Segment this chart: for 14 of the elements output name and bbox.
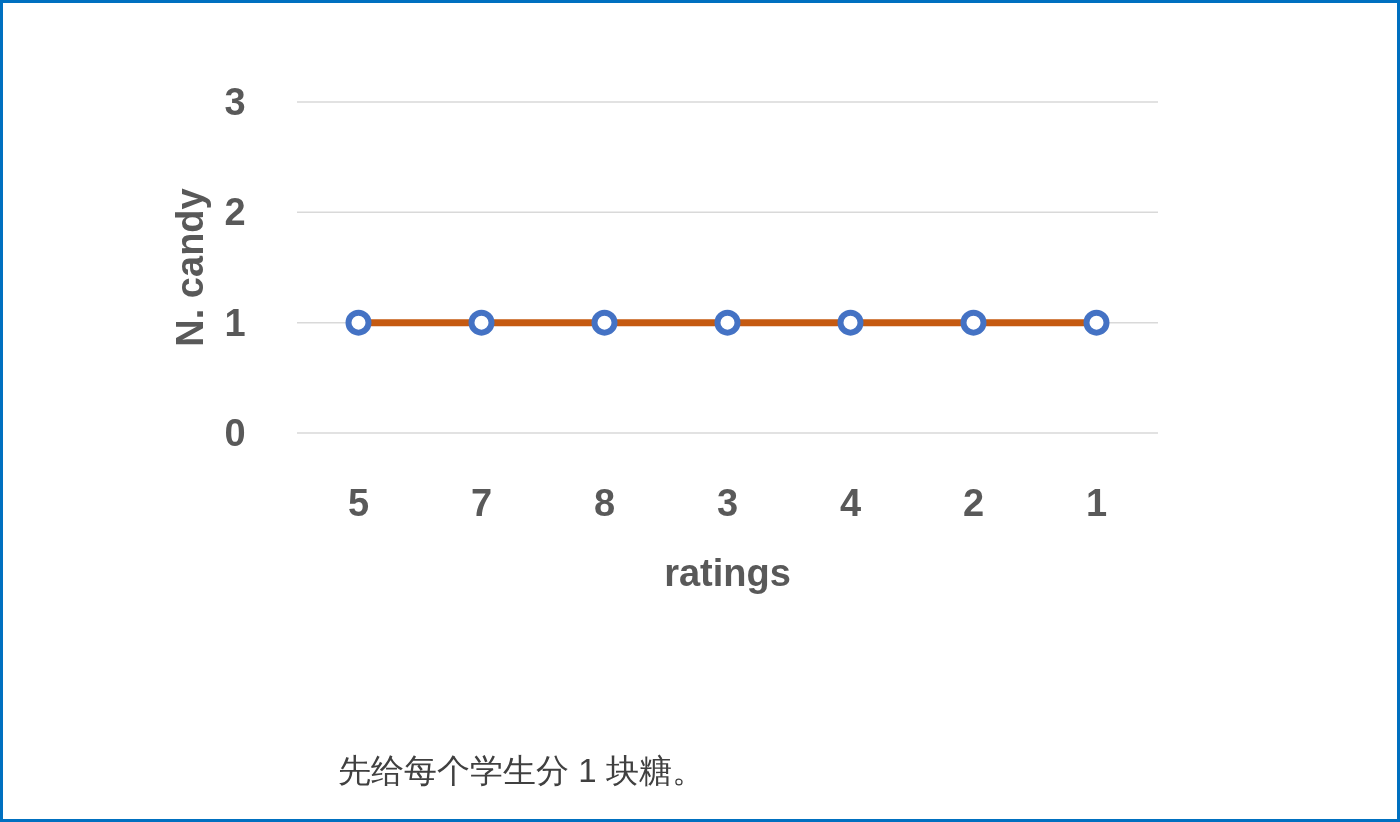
text: 先给每个学生分 1 块糖。: [338, 752, 705, 789]
y-tick-label: 0: [224, 412, 246, 454]
x-tick-label: 4: [839, 482, 862, 524]
x-tick-label: 3: [716, 482, 739, 524]
x-tick-label: 2: [962, 482, 985, 524]
y-axis-title: N. candy: [169, 188, 211, 347]
y-tick-label: 2: [224, 191, 246, 234]
x-tick-label: 8: [593, 482, 616, 524]
y-tick-label: 1: [224, 301, 246, 344]
x-tick-label: 1: [1085, 482, 1108, 524]
x-tick-label: 7: [470, 482, 493, 524]
y-tick-label: 3: [224, 81, 246, 123]
x-tick-label: 5: [347, 482, 370, 524]
x-axis-title: ratings: [664, 552, 791, 594]
